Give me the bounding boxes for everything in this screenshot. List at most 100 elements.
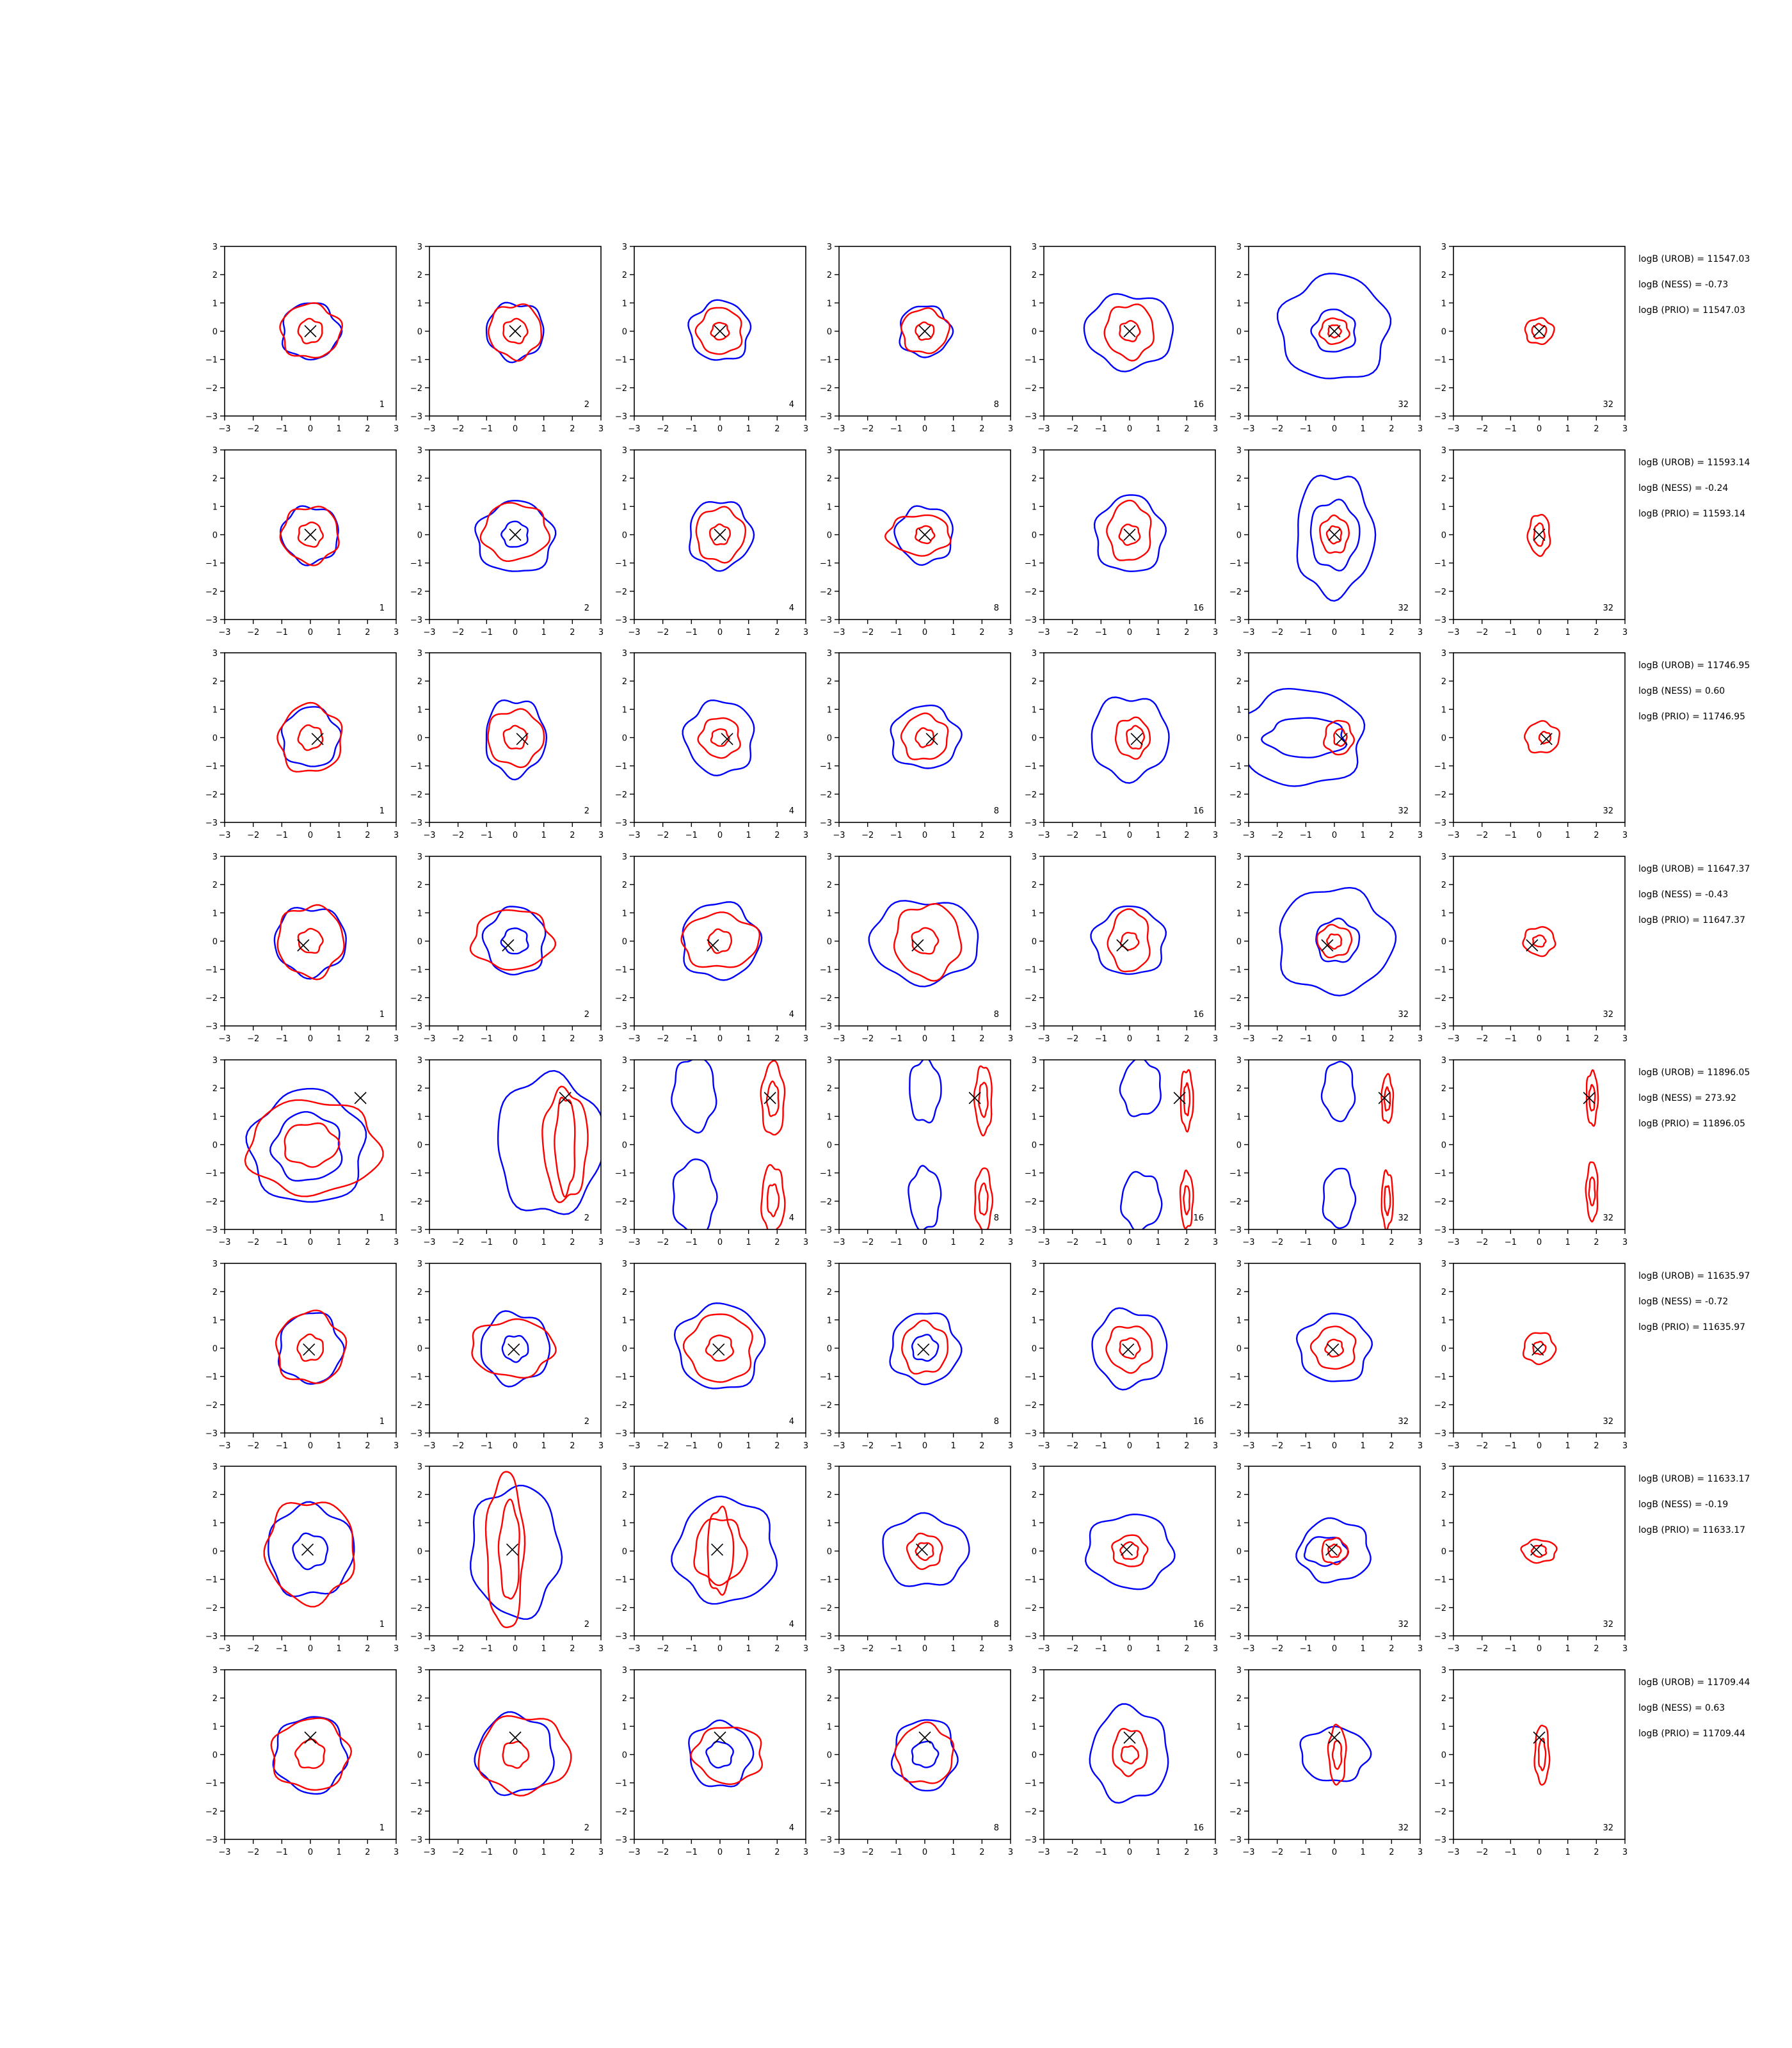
y-tick-label: 1 [212, 705, 218, 715]
red-contour [1523, 720, 1561, 754]
y-tick-label: 2 [827, 881, 832, 890]
red-contour [1319, 514, 1350, 554]
y-tick-label: 3 [1441, 446, 1446, 456]
y-tick-label: −1 [820, 1373, 832, 1382]
blue-contour [671, 1060, 717, 1134]
blue-contour [1320, 1060, 1356, 1123]
x-tick-label: 2 [979, 424, 984, 434]
marker-x [1120, 1543, 1133, 1556]
x-tick-label: 3 [1008, 1644, 1013, 1654]
panel-corner-label: 2 [584, 604, 589, 613]
y-tick-label: 3 [417, 1260, 422, 1269]
panel-corner-label: 32 [1398, 1620, 1409, 1629]
contour-lines [1585, 1069, 1599, 1223]
y-tick-label: −1 [820, 559, 832, 569]
y-tick-label: −3 [1229, 616, 1242, 625]
marker-x [559, 1092, 572, 1105]
y-tick-label: 0 [212, 328, 218, 337]
logb-annotation: logB (PRIO) = 11709.44 [1638, 1729, 1745, 1739]
y-tick-label: 2 [417, 881, 422, 890]
y-tick-label: −2 [410, 790, 422, 800]
y-tick-label: 0 [417, 1548, 422, 1557]
x-tick-label: −2 [1476, 1441, 1488, 1451]
y-tick-label: 1 [1236, 1316, 1242, 1325]
y-tick-label: 1 [417, 1316, 422, 1325]
x-tick-label: 3 [598, 1034, 604, 1044]
red-contour [766, 1183, 780, 1217]
subplot-r5-c4: −3 −2 −1 0 1 2 3 −3 −2 −1 0 1 2 3 8 [820, 1056, 1013, 1247]
contour-lines [1084, 1513, 1176, 1590]
y-tick-label: 1 [1032, 502, 1037, 512]
x-tick-label: −1 [276, 1441, 288, 1451]
x-tick-label: 2 [979, 1238, 984, 1247]
y-tick-label: −3 [615, 1226, 627, 1235]
y-tick-label: 2 [212, 1084, 218, 1094]
x-tick-label: −3 [423, 1848, 435, 1857]
x-tick-label: 3 [803, 1644, 808, 1654]
y-tick-label: 3 [622, 1462, 627, 1472]
y-tick-label: 3 [622, 243, 627, 252]
x-tick-label: −1 [685, 424, 698, 434]
marker-x [508, 1343, 520, 1356]
panel-corner-label: 32 [1603, 1213, 1613, 1223]
y-tick-label: −1 [1229, 1779, 1242, 1789]
y-tick-label: 2 [212, 1491, 218, 1500]
x-tick-label: −1 [1095, 1644, 1107, 1654]
red-contour [1533, 522, 1546, 547]
x-tick-label: 1 [1565, 628, 1571, 637]
y-tick-label: 3 [827, 852, 832, 862]
y-tick-label: 0 [622, 1751, 627, 1761]
x-tick-label: 2 [365, 1848, 370, 1857]
x-tick-label: −2 [657, 1034, 669, 1044]
x-tick-label: 1 [1156, 1441, 1161, 1451]
y-tick-label: 0 [1032, 1345, 1037, 1354]
subplot-r7-c6: −3 −2 −1 0 1 2 3 −3 −2 −1 0 1 2 3 32 [1229, 1462, 1423, 1654]
y-tick-label: −1 [205, 1779, 218, 1789]
y-tick-label: −1 [205, 1169, 218, 1179]
red-contour [915, 1542, 934, 1561]
x-tick-label: −2 [1271, 1238, 1283, 1247]
marker-x [968, 1092, 981, 1105]
logb-annotation: logB (PRIO) = 11635.97 [1638, 1322, 1745, 1332]
panel-corner-label: 32 [1603, 806, 1613, 816]
x-tick-label: 1 [1156, 831, 1161, 840]
marker-x [1173, 1092, 1186, 1105]
subplot-r5-c6: −3 −2 −1 0 1 2 3 −3 −2 −1 0 1 2 3 32 [1229, 1056, 1423, 1247]
contour-lines [899, 305, 954, 358]
contour-lines [889, 1312, 963, 1386]
y-tick-label: 1 [417, 1519, 422, 1528]
x-tick-label: 3 [1622, 1441, 1628, 1451]
y-tick-label: −2 [1434, 994, 1446, 1004]
subplot-r3-c2: −3 −2 −1 0 1 2 3 −3 −2 −1 0 1 2 3 2 [410, 649, 604, 840]
contour-lines [244, 1087, 384, 1203]
logb-annotation: logB (NESS) = -0.72 [1638, 1297, 1728, 1307]
x-tick-label: 2 [1594, 831, 1599, 840]
x-tick-label: 2 [570, 1034, 575, 1044]
x-tick-label: −2 [861, 1848, 874, 1857]
y-tick-label: 3 [212, 446, 218, 456]
logb-annotation: logB (NESS) = 0.60 [1638, 686, 1725, 696]
contour-lines [1295, 1517, 1372, 1584]
x-tick-label: 0 [1127, 628, 1132, 637]
y-tick-label: −2 [820, 1197, 832, 1207]
x-tick-label: 0 [717, 1644, 723, 1654]
y-tick-label: 3 [1032, 243, 1037, 252]
x-tick-label: −3 [423, 1441, 435, 1451]
subplot-r2-c5: −3 −2 −1 0 1 2 3 −3 −2 −1 0 1 2 3 16 [1025, 446, 1218, 637]
x-tick-label: −1 [481, 424, 493, 434]
y-tick-label: −2 [820, 1401, 832, 1411]
x-tick-label: −2 [861, 628, 874, 637]
x-tick-label: −2 [452, 1441, 464, 1451]
blue-contour [1083, 292, 1174, 372]
y-tick-label: 2 [1441, 1491, 1446, 1500]
x-tick-label: −3 [1037, 1848, 1050, 1857]
logb-annotation: logB (PRIO) = 11746.95 [1638, 712, 1745, 722]
x-tick-label: −3 [833, 1644, 845, 1654]
y-tick-label: 2 [212, 1694, 218, 1704]
red-contour [276, 904, 345, 980]
y-tick-label: 3 [827, 243, 832, 252]
y-tick-label: −2 [1025, 588, 1037, 597]
red-contour [911, 927, 940, 955]
x-tick-label: 2 [1594, 1441, 1599, 1451]
x-tick-label: −3 [833, 1441, 845, 1451]
